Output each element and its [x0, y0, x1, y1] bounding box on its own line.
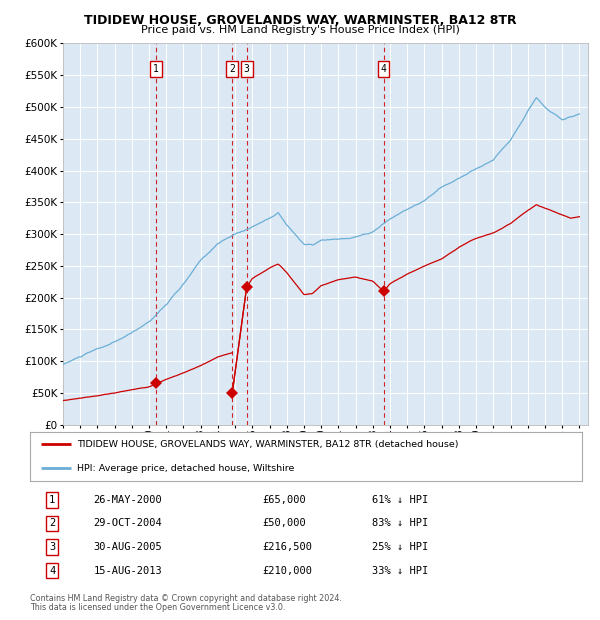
Text: £210,000: £210,000	[262, 565, 312, 575]
Text: 33% ↓ HPI: 33% ↓ HPI	[372, 565, 428, 575]
Text: 4: 4	[49, 565, 55, 575]
Text: 2: 2	[229, 64, 235, 74]
Text: TIDIDEW HOUSE, GROVELANDS WAY, WARMINSTER, BA12 8TR (detached house): TIDIDEW HOUSE, GROVELANDS WAY, WARMINSTE…	[77, 440, 458, 449]
Text: 3: 3	[49, 542, 55, 552]
Text: 30-AUG-2005: 30-AUG-2005	[94, 542, 162, 552]
Text: 83% ↓ HPI: 83% ↓ HPI	[372, 518, 428, 528]
Text: Price paid vs. HM Land Registry's House Price Index (HPI): Price paid vs. HM Land Registry's House …	[140, 25, 460, 35]
Text: 1: 1	[49, 495, 55, 505]
Text: 1: 1	[153, 64, 159, 74]
Text: 4: 4	[380, 64, 386, 74]
Text: 29-OCT-2004: 29-OCT-2004	[94, 518, 162, 528]
Text: 26-MAY-2000: 26-MAY-2000	[94, 495, 162, 505]
Text: HPI: Average price, detached house, Wiltshire: HPI: Average price, detached house, Wilt…	[77, 464, 294, 473]
Text: 61% ↓ HPI: 61% ↓ HPI	[372, 495, 428, 505]
Text: Contains HM Land Registry data © Crown copyright and database right 2024.: Contains HM Land Registry data © Crown c…	[30, 594, 342, 603]
Text: 15-AUG-2013: 15-AUG-2013	[94, 565, 162, 575]
Text: £65,000: £65,000	[262, 495, 305, 505]
Text: TIDIDEW HOUSE, GROVELANDS WAY, WARMINSTER, BA12 8TR: TIDIDEW HOUSE, GROVELANDS WAY, WARMINSTE…	[83, 14, 517, 27]
Text: 3: 3	[244, 64, 250, 74]
Text: £50,000: £50,000	[262, 518, 305, 528]
Text: £216,500: £216,500	[262, 542, 312, 552]
Text: 2: 2	[49, 518, 55, 528]
Text: This data is licensed under the Open Government Licence v3.0.: This data is licensed under the Open Gov…	[30, 603, 286, 612]
Text: 25% ↓ HPI: 25% ↓ HPI	[372, 542, 428, 552]
